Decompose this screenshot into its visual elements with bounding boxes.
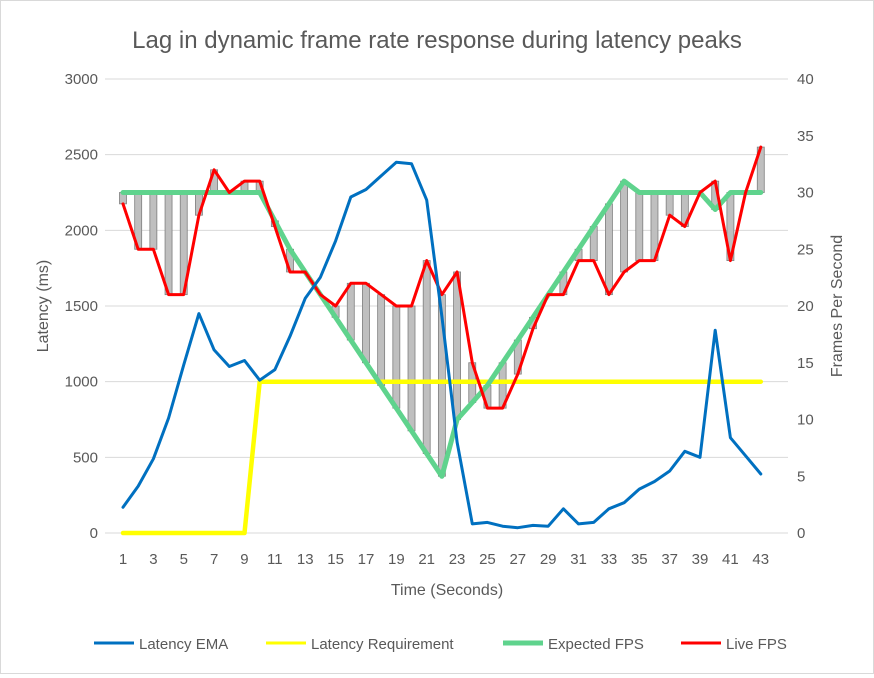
x-tick-label: 23 xyxy=(449,551,466,568)
x-axis-label: Time (Seconds) xyxy=(391,582,503,599)
fps-gap-bar xyxy=(149,192,158,250)
y-left-tick-label: 0 xyxy=(90,525,98,542)
y-right-tick-label: 5 xyxy=(797,468,805,485)
x-tick-label: 3 xyxy=(149,551,157,568)
x-tick-label: 43 xyxy=(752,551,769,568)
y-right-tick-label: 25 xyxy=(797,241,814,258)
chart-title: Lag in dynamic frame rate response durin… xyxy=(132,27,742,54)
x-tick-label: 37 xyxy=(661,551,678,568)
x-tick-label: 15 xyxy=(327,551,344,568)
legend-label-latency-ema: Latency EMA xyxy=(139,636,228,653)
y-left-tick-label: 2500 xyxy=(65,147,98,164)
x-tick-label: 25 xyxy=(479,551,496,568)
y-left-tick-label: 500 xyxy=(73,449,98,466)
y-right-tick-label: 10 xyxy=(797,412,814,429)
fps-gap-bar xyxy=(407,305,416,432)
x-tick-label: 21 xyxy=(418,551,435,568)
x-tick-label: 19 xyxy=(388,551,405,568)
series-line-latency-requirement xyxy=(120,379,764,536)
x-tick-label: 39 xyxy=(692,551,709,568)
fps-gap-bar xyxy=(422,260,431,454)
y-right-tick-label: 40 xyxy=(797,71,814,88)
x-tick-label: 11 xyxy=(267,551,283,568)
fps-gap-bar xyxy=(605,203,613,296)
y-right-tick-label: 0 xyxy=(797,525,805,542)
x-tick-label: 29 xyxy=(540,551,557,568)
x-tick-label: 7 xyxy=(210,551,218,568)
fps-gap-bar xyxy=(665,192,674,216)
fps-gap-bar xyxy=(620,180,629,273)
y-axis-left-label: Latency (ms) xyxy=(35,260,52,352)
x-tick-label: 5 xyxy=(180,551,188,568)
x-tick-label: 33 xyxy=(601,551,618,568)
fps-gap-bar xyxy=(392,305,401,409)
series-line-live-fps xyxy=(121,145,763,410)
legend: Latency EMA Latency Requirement Expected F… xyxy=(94,636,787,653)
legend-label-live-fps: Live FPS xyxy=(726,636,787,653)
y-left-tick-label: 1000 xyxy=(65,374,98,391)
x-tick-label: 27 xyxy=(509,551,526,568)
x-tick-label: 31 xyxy=(570,551,587,568)
legend-label-expected-fps: Expected FPS xyxy=(548,636,644,653)
x-tick-label: 17 xyxy=(358,551,375,568)
y-right-tick-label: 20 xyxy=(797,298,814,315)
legend-label-latency-requirement: Latency Requirement xyxy=(311,636,454,653)
fps-gap-bar xyxy=(362,282,370,364)
y-right-tick-label: 30 xyxy=(797,185,814,202)
y-right-tick-label: 35 xyxy=(797,128,814,145)
y-left-tick-label: 3000 xyxy=(65,71,98,88)
series-lines xyxy=(120,145,764,536)
y-left-tick-label: 2000 xyxy=(65,222,98,239)
x-tick-label: 1 xyxy=(119,551,127,568)
x-tick-label: 13 xyxy=(297,551,314,568)
series-line-latency-ema xyxy=(121,160,763,530)
y-axis-right-label: Frames Per Second xyxy=(829,235,846,377)
axes: 0500100015002000250030000510152025303540… xyxy=(65,71,814,568)
x-tick-label: 41 xyxy=(722,551,739,568)
y-right-tick-label: 15 xyxy=(797,355,814,372)
x-tick-label: 35 xyxy=(631,551,648,568)
fps-gap-bars xyxy=(119,146,765,477)
fps-gap-bar xyxy=(164,192,173,296)
x-tick-label: 9 xyxy=(240,551,248,568)
fps-gap-bar xyxy=(346,282,355,341)
fps-gap-bar xyxy=(377,294,386,386)
fps-gap-bar xyxy=(635,192,644,261)
y-left-tick-label: 1500 xyxy=(65,298,98,315)
